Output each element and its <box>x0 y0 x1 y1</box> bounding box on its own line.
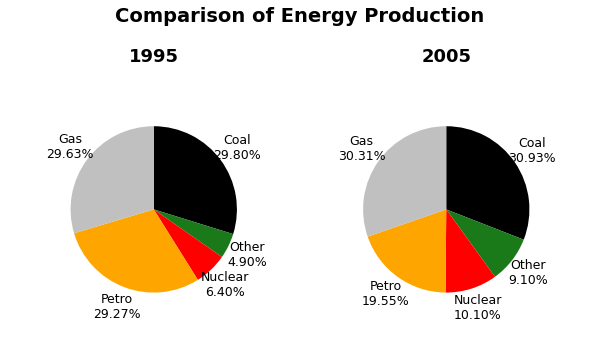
Title: 1995: 1995 <box>129 48 179 66</box>
Wedge shape <box>74 209 198 293</box>
Text: Other
4.90%: Other 4.90% <box>227 241 267 269</box>
Wedge shape <box>368 209 446 293</box>
Text: Coal
30.93%: Coal 30.93% <box>508 137 556 165</box>
Wedge shape <box>363 126 446 237</box>
Text: Comparison of Energy Production: Comparison of Energy Production <box>115 7 485 26</box>
Wedge shape <box>154 209 222 280</box>
Wedge shape <box>446 126 529 240</box>
Text: Gas
29.63%: Gas 29.63% <box>47 133 94 161</box>
Text: Other
9.10%: Other 9.10% <box>509 259 548 287</box>
Wedge shape <box>154 126 237 234</box>
Text: Gas
30.31%: Gas 30.31% <box>338 135 385 163</box>
Text: Petro
29.27%: Petro 29.27% <box>93 293 141 321</box>
Wedge shape <box>446 209 495 293</box>
Text: Nuclear
10.10%: Nuclear 10.10% <box>454 294 502 322</box>
Text: Nuclear
6.40%: Nuclear 6.40% <box>201 271 250 299</box>
Wedge shape <box>154 209 233 257</box>
Title: 2005: 2005 <box>421 48 471 66</box>
Text: Coal
29.80%: Coal 29.80% <box>214 134 262 162</box>
Text: Petro
19.55%: Petro 19.55% <box>362 280 409 308</box>
Wedge shape <box>71 126 154 233</box>
Wedge shape <box>446 209 524 277</box>
